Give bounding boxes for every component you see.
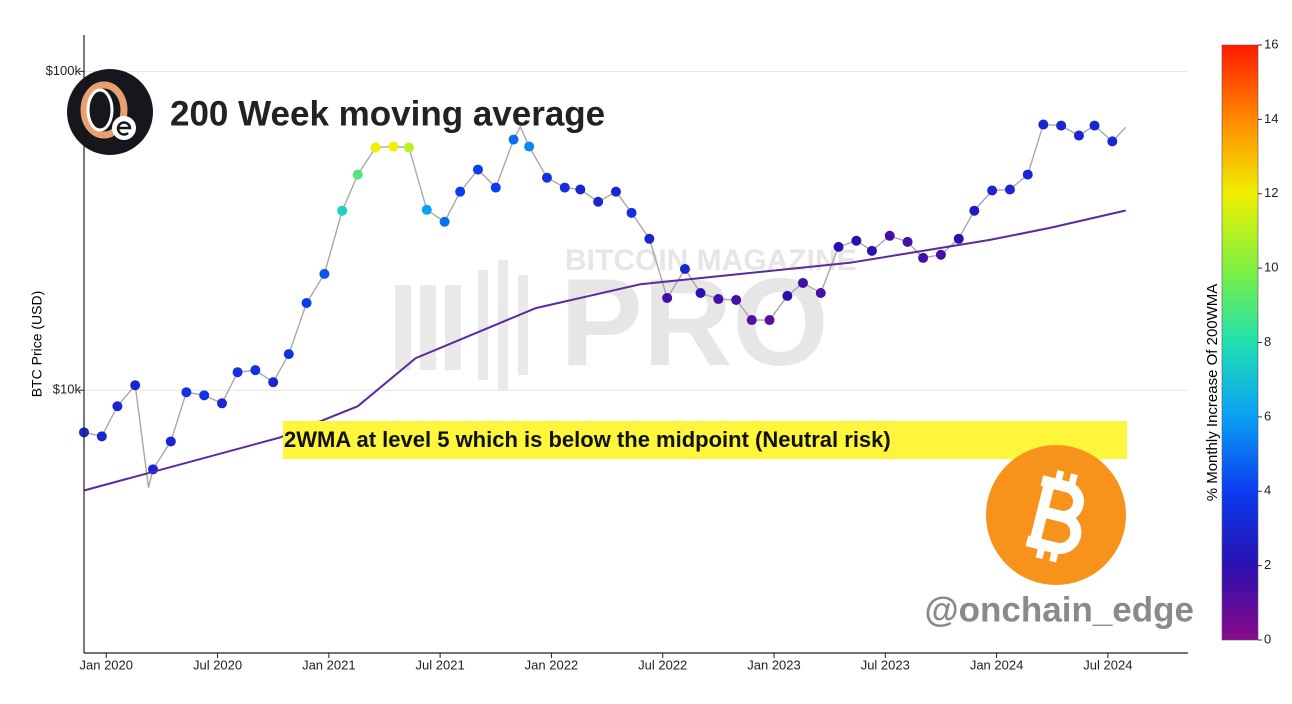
dot: [250, 365, 261, 376]
dot: [472, 164, 483, 175]
dot: [918, 252, 929, 263]
dot: [96, 431, 107, 442]
dot: [388, 141, 399, 152]
dot: [439, 216, 450, 227]
dot: [130, 380, 141, 391]
x-tick-label: Jul 2021: [416, 657, 465, 672]
x-tick-label: Jul 2022: [638, 657, 687, 672]
y-tick-label: $10k: [53, 382, 82, 397]
handle: @onchain_edge: [925, 590, 1194, 629]
dot: [833, 241, 844, 252]
annotation: 2WMA at level 5 which is below the midpo…: [284, 427, 891, 452]
colorbar-tick-label: 2: [1264, 557, 1271, 572]
dot: [575, 184, 586, 195]
annotation-box: [283, 421, 1127, 459]
dot: [797, 277, 808, 288]
colorbar-tick-label: 6: [1264, 408, 1271, 423]
dot: [902, 236, 913, 247]
dot: [679, 263, 690, 274]
colorbar-tick-label: 12: [1264, 185, 1278, 200]
x-tick-label: Jan 2021: [302, 657, 356, 672]
dot: [352, 169, 363, 180]
colorbar-tick-label: 16: [1264, 36, 1278, 51]
dot: [165, 436, 176, 447]
dot: [713, 294, 724, 305]
chart-title: 200 Week moving average: [170, 94, 605, 133]
colorbar-title: % Monthly Increase Of 200WMA: [1204, 284, 1221, 502]
onchain-logo: [67, 69, 153, 155]
dot: [662, 292, 673, 303]
dot: [884, 230, 895, 241]
dot: [181, 387, 192, 398]
dot: [283, 349, 294, 360]
dot: [782, 290, 793, 301]
dot: [319, 268, 330, 279]
dot: [1038, 119, 1049, 130]
dot: [1004, 184, 1015, 195]
dot: [731, 294, 742, 305]
y-tick-label: $100k: [46, 63, 82, 78]
dot: [626, 207, 637, 218]
dot: [559, 182, 570, 193]
dot: [217, 398, 227, 409]
colorbar-tick-label: 0: [1264, 631, 1271, 646]
dot: [1107, 136, 1118, 147]
watermark-pro: PRO: [560, 254, 829, 392]
colorbar-tick-label: 10: [1264, 260, 1278, 275]
x-tick-label: Jul 2020: [193, 657, 242, 672]
colorbar-tick-label: 4: [1264, 483, 1271, 498]
dot: [455, 186, 466, 197]
dot: [593, 196, 604, 207]
dot: [301, 297, 312, 308]
dot: [1073, 130, 1084, 141]
dot: [815, 288, 826, 299]
dot: [610, 186, 621, 197]
dot: [508, 134, 519, 145]
x-tick-label: Jul 2024: [1083, 657, 1132, 672]
dot: [370, 142, 381, 153]
dot: [935, 249, 946, 260]
dot: [969, 205, 980, 216]
plot: [79, 70, 1188, 492]
colorbar-tick-label: 14: [1264, 111, 1278, 126]
watermark: BITCOIN MAGAZINE PRO: [395, 244, 857, 392]
dot: [764, 315, 775, 326]
colorbar-scale: [1221, 44, 1259, 641]
dot: [953, 233, 964, 244]
dot: [746, 315, 757, 326]
x-tick-label: Jan 2024: [970, 657, 1024, 672]
x-tick-label: Jan 2023: [747, 657, 801, 672]
x-tick-label: Jan 2022: [525, 657, 579, 672]
dot: [199, 390, 210, 401]
colorbar-tick-label: 8: [1264, 334, 1271, 349]
bitcoin-logo: [986, 445, 1126, 585]
dot: [644, 233, 655, 244]
dot: [232, 367, 243, 378]
dot: [421, 204, 432, 215]
dot: [987, 185, 998, 196]
dot: [1056, 120, 1067, 131]
dot: [541, 172, 552, 183]
dot: [695, 288, 706, 299]
colorbar: 0 2 4 6 8 10 12 14 16 % Monthly Increase Of 200WM…: [1204, 36, 1279, 646]
x-tick-label: Jul 2023: [861, 657, 910, 672]
dot: [268, 377, 279, 388]
watermark-logo: [395, 260, 528, 390]
dot: [337, 205, 348, 216]
dot: [403, 142, 414, 153]
dot: [1022, 169, 1033, 180]
dot: [112, 401, 123, 412]
y-axis-title: BTC Price (USD): [29, 291, 45, 398]
x-tick-label: Jan 2020: [80, 657, 134, 672]
dot: [866, 245, 877, 256]
dot: [851, 235, 862, 246]
dot: [524, 141, 535, 152]
dot: [1089, 120, 1100, 131]
dot: [490, 182, 501, 193]
watermark-top: BITCOIN MAGAZINE: [565, 244, 857, 277]
